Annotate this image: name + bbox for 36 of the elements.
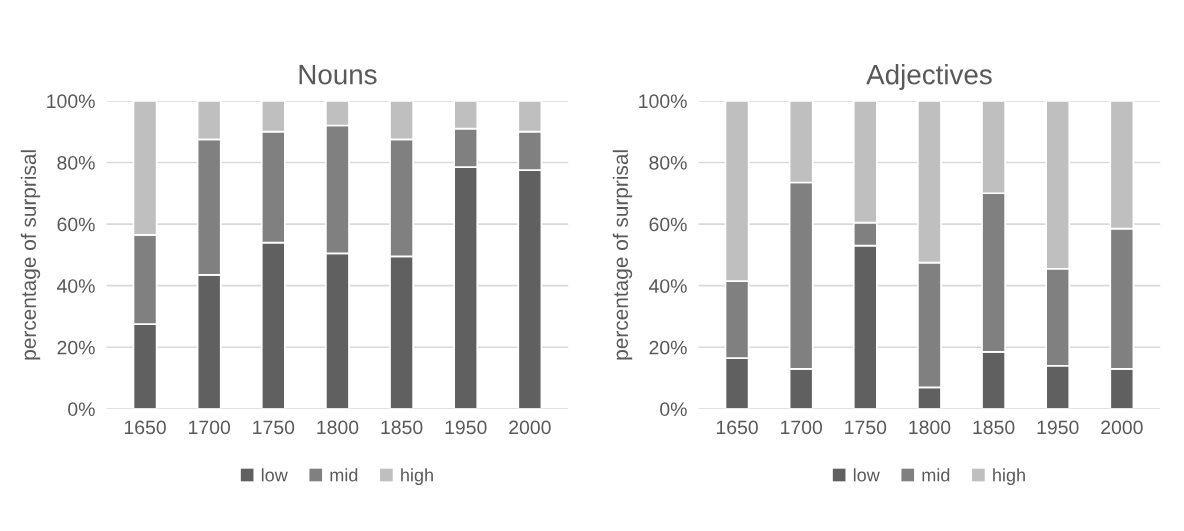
x-tick-label: 1950 (445, 420, 487, 435)
x-tick-label: 1850 (973, 420, 1015, 435)
y-tick-label: 40% (56, 279, 95, 293)
chart-title: Nouns (299, 65, 377, 85)
y-tick-label: 80% (57, 155, 95, 170)
x-tick-label: 1850 (381, 420, 423, 435)
y-tick-label: 20% (57, 340, 95, 355)
y-axis-title: percentage of surprisal (20, 150, 41, 360)
y-tick-label: 60% (649, 217, 687, 232)
y-tick-label: 80% (649, 155, 687, 170)
legend-label: mid (922, 468, 950, 482)
x-tick-label: 2000 (509, 420, 551, 435)
x-tick-label: 1650 (716, 420, 758, 435)
chart-title: Adjectives (866, 64, 992, 90)
y-tick-label: 0% (68, 402, 95, 417)
x-tick-label: 2000 (1101, 420, 1143, 435)
x-tick-label: 1750 (845, 420, 887, 435)
legend-label: mid (330, 468, 358, 482)
legend-label: high (401, 468, 433, 486)
y-tick-label: 20% (649, 340, 687, 355)
x-tick-label: 1800 (909, 420, 951, 435)
y-tick-label: 40% (648, 279, 687, 293)
legend-label: high (993, 468, 1025, 486)
legend-label: low (261, 468, 288, 482)
x-tick-label: 1650 (124, 420, 166, 435)
x-tick-label: 1750 (253, 420, 295, 435)
x-tick-label: 1950 (1037, 420, 1079, 435)
x-tick-label: 1700 (189, 420, 231, 435)
x-tick-label: 1700 (781, 420, 823, 435)
legend-label: low (853, 468, 880, 482)
y-axis-title: percentage of surprisal (612, 150, 633, 360)
y-tick-label: 100% (639, 94, 687, 109)
x-tick-label: 1800 (317, 420, 359, 435)
y-tick-label: 100% (47, 94, 95, 109)
y-tick-label: 60% (57, 217, 95, 232)
y-tick-label: 0% (660, 402, 687, 417)
